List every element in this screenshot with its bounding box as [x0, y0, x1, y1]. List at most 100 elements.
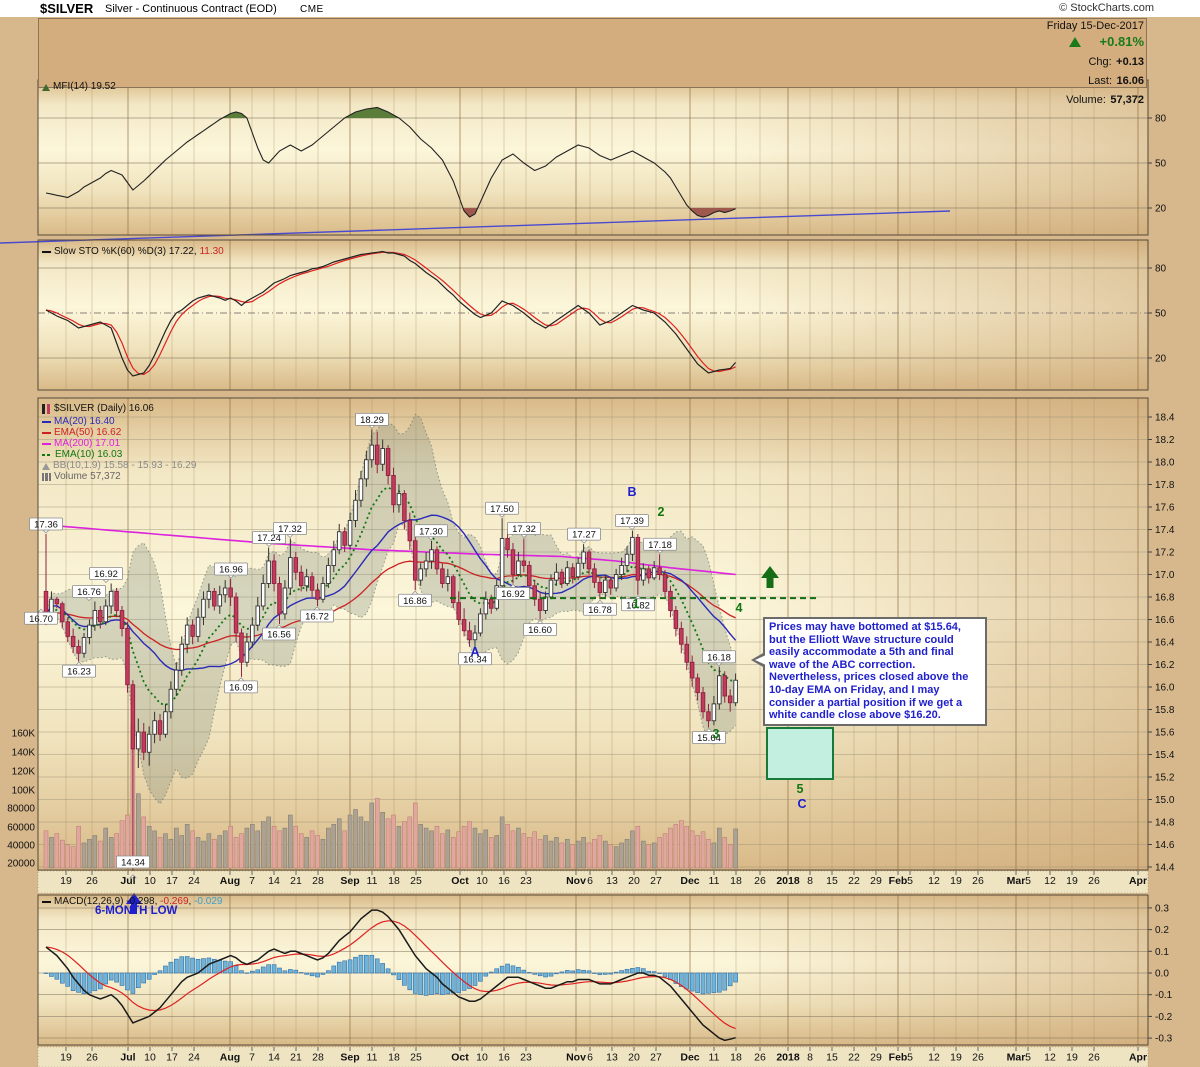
svg-text:17.36: 17.36 — [34, 520, 58, 531]
bb-legend: BB(10,1.9) 15.58 - 15.93 - 16.29 — [42, 461, 196, 472]
svg-text:12: 12 — [1044, 1052, 1056, 1064]
macd-label: MACD(12,26,9) -0.298, -0.269, -0.029 — [42, 897, 222, 908]
price-flag — [398, 593, 432, 607]
svg-text:5: 5 — [907, 1052, 913, 1064]
svg-text:Oct: Oct — [451, 875, 469, 887]
svg-text:26: 26 — [972, 1052, 984, 1064]
svg-text:12: 12 — [928, 875, 940, 887]
svg-text:16.82: 16.82 — [626, 600, 650, 611]
price-flag — [643, 537, 677, 551]
svg-text:20000: 20000 — [7, 859, 35, 870]
mfi-trendline — [0, 210, 951, 244]
svg-text:19: 19 — [1066, 875, 1078, 887]
svg-text:-0.3: -0.3 — [1155, 1034, 1173, 1045]
svg-text:29: 29 — [870, 1052, 882, 1064]
svg-text:23: 23 — [520, 875, 532, 887]
svg-text:18.2: 18.2 — [1155, 435, 1175, 446]
svg-text:12: 12 — [1044, 875, 1056, 887]
elliott-wave-label: 1 — [633, 597, 640, 611]
svg-text:18: 18 — [730, 1052, 742, 1064]
svg-text:17.0: 17.0 — [1155, 570, 1175, 581]
svg-text:-0.2: -0.2 — [1155, 1012, 1173, 1023]
symbol-exchange: CME — [300, 4, 324, 15]
svg-text:10: 10 — [476, 875, 488, 887]
svg-text:Apr: Apr — [1129, 875, 1147, 887]
price-flag — [507, 522, 541, 535]
svg-text:Dec: Dec — [680, 1052, 699, 1064]
svg-text:5: 5 — [1025, 875, 1031, 887]
stockcharts-credit[interactable]: © StockCharts.com — [1059, 2, 1154, 14]
svg-text:16.86: 16.86 — [403, 596, 427, 607]
svg-text:16.92: 16.92 — [501, 589, 525, 600]
price-flag — [214, 562, 248, 576]
svg-text:16.78: 16.78 — [588, 605, 612, 616]
svg-text:18: 18 — [730, 875, 742, 887]
price-flag — [702, 650, 736, 664]
svg-text:6: 6 — [587, 1052, 593, 1064]
svg-text:16.8: 16.8 — [1155, 593, 1175, 604]
svg-text:10: 10 — [144, 875, 156, 887]
ema50-legend: EMA(50) 16.62 — [42, 428, 121, 439]
ma200-legend-swatch-icon — [42, 443, 51, 445]
mfi-label: MFI(14) 19.52 — [42, 82, 116, 93]
symbol-ticker[interactable]: $SILVER — [40, 1, 94, 16]
price-flag — [567, 527, 601, 541]
svg-text:16: 16 — [498, 1052, 510, 1064]
svg-text:18.29: 18.29 — [360, 415, 384, 426]
svg-text:60000: 60000 — [7, 823, 35, 834]
svg-text:40000: 40000 — [7, 841, 35, 852]
svg-text:50: 50 — [1155, 309, 1167, 320]
svg-text:26: 26 — [86, 875, 98, 887]
svg-text:7: 7 — [249, 1052, 255, 1064]
price-flag — [300, 609, 334, 623]
svg-text:17.18: 17.18 — [648, 540, 672, 551]
ma200-line — [45, 524, 736, 576]
svg-text:19: 19 — [950, 875, 962, 887]
svg-text:11: 11 — [367, 1052, 378, 1064]
price-flag — [89, 567, 123, 580]
svg-text:0.2: 0.2 — [1155, 925, 1169, 936]
svg-text:17.2: 17.2 — [1155, 548, 1175, 559]
quote-date: Friday 15-Dec-2017 — [1046, 20, 1144, 32]
svg-text:80: 80 — [1155, 114, 1167, 125]
ema10-legend: EMA(10) 16.03 — [42, 450, 122, 461]
svg-text:20: 20 — [628, 1052, 640, 1064]
svg-text:17: 17 — [166, 1052, 178, 1064]
svg-text:Jul: Jul — [120, 875, 135, 887]
wave5-target-box — [766, 727, 834, 780]
svg-text:16.72: 16.72 — [305, 612, 329, 623]
svg-text:13: 13 — [606, 875, 618, 887]
ema10-legend-swatch-icon — [42, 454, 52, 456]
svg-text:15.0: 15.0 — [1155, 795, 1175, 806]
price-panel — [43, 413, 738, 871]
svg-text:Nov: Nov — [566, 1052, 586, 1064]
price-flag — [355, 412, 389, 426]
svg-text:Nov: Nov — [566, 875, 586, 887]
ma20-legend: MA(20) 16.40 — [42, 417, 115, 428]
svg-text:Jul: Jul — [120, 1052, 135, 1064]
svg-text:Aug: Aug — [220, 1052, 240, 1064]
svg-text:15: 15 — [826, 1052, 838, 1064]
svg-text:Sep: Sep — [340, 1052, 359, 1064]
svg-text:16.23: 16.23 — [67, 667, 91, 678]
svg-text:0.1: 0.1 — [1155, 947, 1169, 958]
svg-text:Mar: Mar — [1007, 1052, 1026, 1064]
price-legend-title-swatch-icon — [42, 404, 51, 414]
svg-text:19: 19 — [1066, 1052, 1078, 1064]
analyst-note[interactable]: Prices may have bottomed at $15.64, but … — [751, 617, 987, 726]
svg-text:6: 6 — [587, 875, 593, 887]
axis-labels: 80 50 20 80 50 20 18.4 18.2 18.0 17.8 17.6 17.4 17.2… — [7, 114, 1175, 1064]
quote-panel — [38, 18, 1147, 88]
svg-text:16.2: 16.2 — [1155, 660, 1175, 671]
elliott-wave-label: B — [627, 485, 636, 499]
svg-text:11: 11 — [709, 1052, 720, 1064]
mfi-panel — [0, 106, 951, 244]
price-flag — [72, 585, 106, 598]
price-flag — [458, 652, 492, 666]
svg-text:15.64: 15.64 — [697, 733, 721, 744]
svg-text:120K: 120K — [12, 767, 36, 778]
svg-text:17.30: 17.30 — [419, 526, 443, 537]
svg-text:28: 28 — [312, 1052, 324, 1064]
